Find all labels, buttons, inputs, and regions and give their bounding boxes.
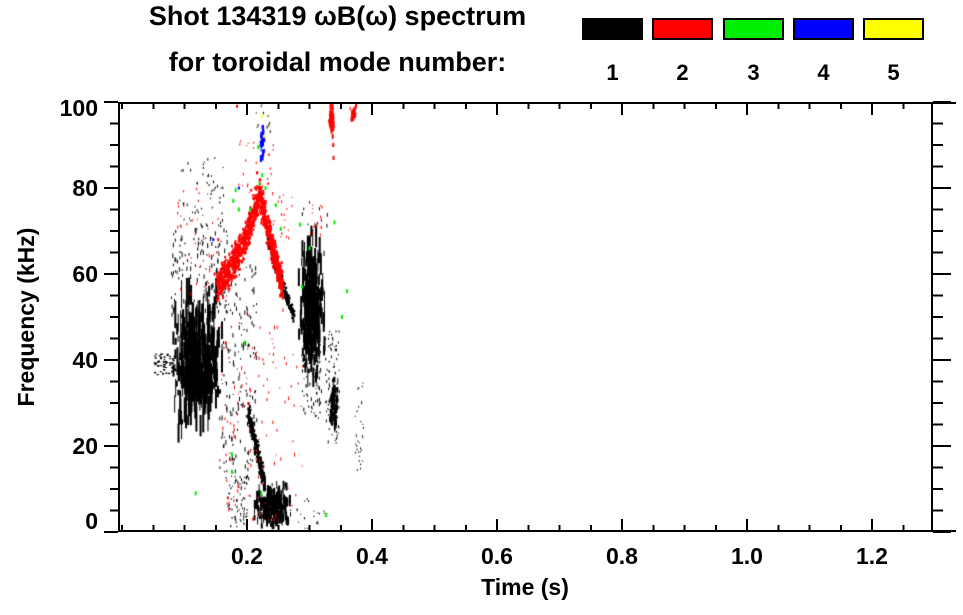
- spectrum-canvas: [120, 104, 931, 531]
- x-tick-label: 0.8: [606, 543, 638, 569]
- y-tick-label: 0: [85, 508, 98, 534]
- y-axis-title: Frequency (kHz): [13, 227, 39, 407]
- x-tick-label: 0.2: [231, 543, 263, 569]
- chart-title-line1: Shot 134319 ωB(ω) spectrum: [148, 1, 527, 31]
- y-tick-label: 80: [72, 175, 98, 201]
- legend-swatch-n1: [582, 18, 643, 40]
- x-tick-label: 1.0: [731, 543, 763, 569]
- legend-swatch-n4: [793, 18, 854, 40]
- y-tick-label: 100: [59, 95, 98, 121]
- y-tick-label: 20: [72, 433, 98, 459]
- y-tick-label: 40: [72, 347, 98, 373]
- x-tick-label: 0.6: [481, 543, 513, 569]
- legend-swatch-n2: [652, 18, 713, 40]
- legend-swatch-n3: [723, 18, 784, 40]
- x-tick-label: 0.4: [356, 543, 388, 569]
- legend-mode-label: 4: [817, 60, 830, 85]
- y-tick-label: 60: [72, 261, 98, 287]
- legend-mode-label: 1: [606, 60, 619, 85]
- chart-title-line2: for toroidal mode number:: [168, 47, 507, 77]
- legend-mode-label: 3: [747, 60, 760, 85]
- legend-mode-label: 2: [676, 60, 689, 85]
- x-tick-label: 1.2: [856, 543, 888, 569]
- legend-swatch-n5: [863, 18, 924, 40]
- x-axis-title: Time (s): [481, 574, 569, 600]
- legend-mode-label: 5: [887, 60, 900, 85]
- chart-title-block: Shot 134319 ωB(ω) spectrum for toroidal …: [95, 0, 580, 79]
